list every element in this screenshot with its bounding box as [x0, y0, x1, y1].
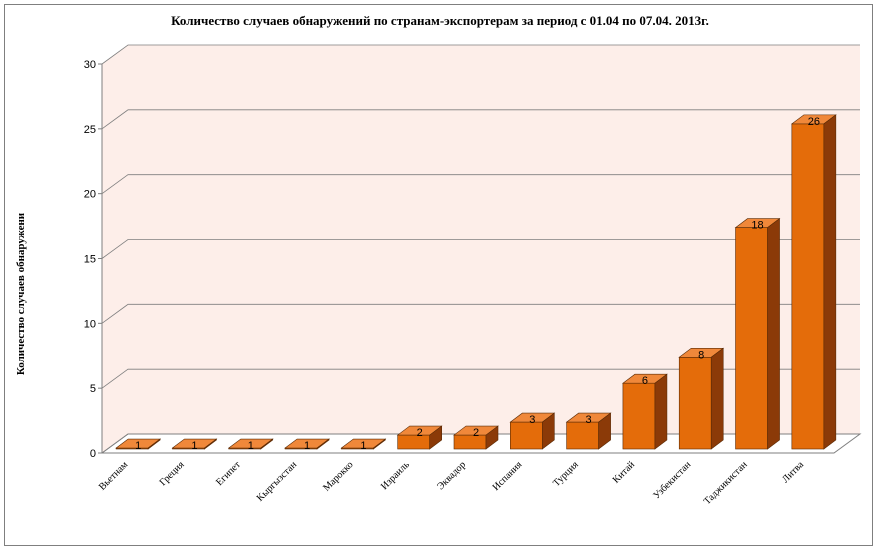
bar-front: [566, 421, 599, 450]
category-label: Узбекистан: [651, 459, 694, 502]
bar: [790, 114, 837, 450]
category-label: Китай: [611, 459, 638, 486]
bar-front: [678, 356, 712, 450]
bar-side: [260, 438, 274, 450]
category-label: Эквадор: [435, 459, 468, 492]
data-label: 26: [808, 116, 820, 128]
bar-front: [791, 123, 825, 450]
bar: [678, 347, 725, 450]
floor: [100, 433, 862, 454]
bar-side: [204, 438, 217, 450]
data-label: 6: [642, 375, 648, 387]
y-tick-label: 20: [84, 189, 96, 201]
y-tick-label: 0: [90, 448, 96, 460]
bar: [284, 438, 330, 450]
category-label: Вьетнам: [97, 459, 131, 493]
data-label: 1: [304, 440, 310, 452]
bars: [115, 114, 837, 450]
bar-side: [767, 218, 780, 450]
bar: [115, 438, 162, 450]
y-axis-label: Количество случаев обнаружени: [15, 212, 27, 375]
bar: [227, 438, 274, 450]
bar-front: [622, 382, 656, 450]
data-label: 2: [473, 427, 479, 439]
data-label: 3: [529, 414, 535, 426]
data-label: 2: [417, 427, 423, 439]
data-label: 3: [586, 414, 592, 426]
data-label: 8: [698, 349, 704, 361]
category-label: Израиль: [379, 459, 412, 492]
data-label: 18: [751, 220, 763, 232]
data-label: 1: [360, 440, 366, 452]
y-tick-label: 5: [90, 383, 96, 395]
data-label: 1: [248, 440, 254, 452]
bar: [734, 218, 781, 450]
category-label: Египет: [214, 459, 243, 488]
bar: [340, 438, 387, 450]
category-label: Марокко: [321, 459, 355, 493]
bar-side: [542, 412, 555, 450]
gridline: [101, 368, 860, 389]
bar-side: [373, 438, 386, 450]
category-label: Турция: [551, 459, 581, 489]
bar: [396, 425, 443, 450]
category-label: Таджикистан: [702, 459, 750, 507]
bar: [171, 438, 218, 450]
axes: 0 5 10 15 20 25 30: [84, 59, 862, 460]
bar-side: [710, 347, 724, 450]
bar-front: [397, 434, 430, 450]
y-tick-label: 15: [84, 254, 96, 266]
bar: [622, 373, 668, 450]
bar-side: [598, 412, 611, 450]
gridline: [101, 109, 860, 130]
bar: [509, 412, 556, 450]
data-label: 1: [191, 440, 197, 452]
data-labels: 1 1 1 1 1 2 2 3 3 6 8 18 26: [135, 116, 820, 452]
category-labels: Вьетнам Греция Египет Кыргызстан Марокко Изра…: [97, 459, 806, 507]
bar-side: [147, 438, 161, 450]
y-tick-label: 10: [84, 318, 96, 330]
bar-side: [654, 373, 668, 450]
bar: [565, 412, 612, 450]
category-label: Кыргызстан: [255, 459, 300, 504]
gridline: [101, 239, 860, 259]
bar-side: [429, 425, 442, 450]
bar-front: [510, 421, 543, 450]
bar-side: [485, 425, 499, 450]
y-tick-label: 25: [84, 124, 96, 136]
data-label: 1: [135, 440, 141, 452]
category-label: Греция: [158, 459, 187, 488]
y-tick-label: 30: [84, 59, 96, 71]
gridline: [101, 44, 860, 65]
category-label: Литва: [780, 459, 806, 485]
gridline: [101, 303, 860, 324]
bar: [453, 425, 499, 450]
bar-front: [453, 434, 487, 450]
category-label: Испания: [491, 459, 525, 493]
gridline: [101, 174, 860, 194]
chart-title: Количество случаев обнаружений по страна…: [171, 13, 709, 28]
bar-front: [735, 227, 768, 450]
bar-side: [823, 114, 837, 450]
bar-side: [316, 438, 330, 450]
